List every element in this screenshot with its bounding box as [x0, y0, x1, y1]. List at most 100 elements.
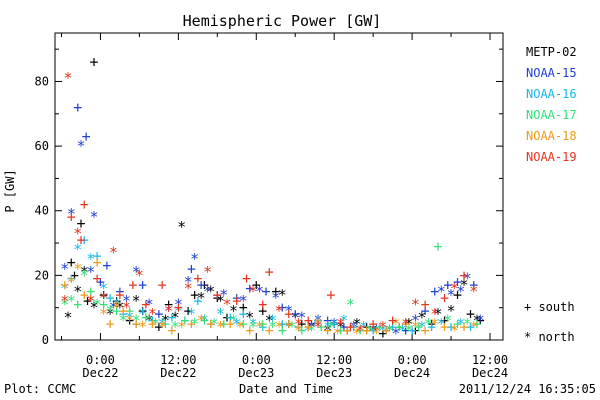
- data-point-south: +: [193, 270, 202, 288]
- data-point-north: *: [203, 263, 212, 281]
- data-point-north: *: [115, 299, 124, 317]
- series-noaa-18: +**+*+*+*+*+* + * + * + * + * + * + * + * + * + * + * + * + * + * +…: [60, 253, 478, 342]
- data-point-south: +: [421, 321, 430, 339]
- data-point-south: +: [278, 315, 287, 333]
- data-point-north: *: [265, 312, 274, 330]
- y-tick-label: 40: [35, 204, 49, 218]
- data-point-north: *: [63, 69, 72, 87]
- data-point-north: *: [125, 308, 134, 326]
- data-point-north: *: [450, 279, 459, 297]
- data-point-north: *: [271, 289, 280, 307]
- data-point-north: *: [372, 321, 381, 339]
- data-point-south: +: [440, 318, 449, 336]
- series-noaa-19: **+*++*+**+*+*+*+* +*+ *+* ++*++* +* + *+* + * + *…: [60, 69, 478, 339]
- data-point-south: +: [60, 276, 69, 294]
- data-point-north: *: [112, 299, 121, 317]
- x-tick-label-time: 0:00: [398, 353, 427, 367]
- data-point-south: +: [115, 286, 124, 304]
- data-point-north: *: [417, 318, 426, 336]
- data-point-north: *: [76, 137, 85, 155]
- data-point-south: +: [239, 299, 248, 317]
- data-point-south: +: [271, 283, 280, 301]
- data-point-south: +: [434, 237, 443, 255]
- x-tick-label-time: 0:00: [242, 353, 271, 367]
- data-point-south: +: [258, 318, 267, 336]
- data-point-north: *: [164, 302, 173, 320]
- data-point-south: +: [119, 305, 128, 323]
- data-point-south: +: [466, 318, 475, 336]
- data-point-south: +: [369, 321, 378, 339]
- data-point-south: +: [339, 318, 348, 336]
- data-point-south: +: [317, 318, 326, 336]
- data-point-north: *: [447, 286, 456, 304]
- y-axis-label: P [GW]: [3, 169, 17, 212]
- data-point-south: +: [278, 299, 287, 317]
- data-point-north: *: [385, 321, 394, 339]
- data-point-north: *: [294, 321, 303, 339]
- data-point-north: *: [336, 318, 345, 336]
- data-point-north: *: [437, 283, 446, 301]
- data-point-south: +: [67, 270, 76, 288]
- data-point-south: +: [323, 312, 332, 330]
- x-tick-label-date: Dec23: [316, 366, 352, 380]
- data-point-north: *: [171, 318, 180, 336]
- series-noaa-16: *+*+*+*+*+*+* + * +*+*+*+* +*+* + * +* + *+ *+ * + * +…: [60, 231, 475, 339]
- data-point-south: +: [388, 312, 397, 330]
- data-point-south: +: [427, 315, 436, 333]
- data-point-north: *: [138, 318, 147, 336]
- data-point-south: +: [343, 321, 352, 339]
- data-point-south: +: [119, 302, 128, 320]
- symbol-legend-north: * north: [524, 330, 575, 344]
- data-point-south: +: [395, 318, 404, 336]
- data-point-north: *: [460, 276, 469, 294]
- data-point-south: +: [265, 263, 274, 281]
- x-axis: 0:00Dec2212:00Dec220:00Dec2312:00Dec230:…: [60, 33, 508, 380]
- legend-item-noaa-15: NOAA-15: [526, 66, 577, 80]
- data-point-south: +: [187, 315, 196, 333]
- data-point-south: +: [125, 302, 134, 320]
- data-point-north: *: [73, 224, 82, 242]
- data-point-south: +: [99, 286, 108, 304]
- data-point-south: +: [73, 98, 82, 116]
- data-point-north: *: [391, 325, 400, 343]
- plot-timestamp: 2011/12/24 16:35:05: [459, 382, 596, 396]
- data-point-north: *: [86, 292, 95, 310]
- data-point-south: +: [408, 321, 417, 339]
- data-point-north: *: [401, 315, 410, 333]
- data-point-north: *: [86, 263, 95, 281]
- data-point-north: *: [67, 273, 76, 291]
- data-point-north: *: [463, 315, 472, 333]
- data-point-north: *: [323, 318, 332, 336]
- data-point-north: *: [190, 315, 199, 333]
- data-point-north: *: [385, 321, 394, 339]
- x-tick-label-time: 12:00: [160, 353, 196, 367]
- data-point-north: *: [60, 295, 69, 313]
- data-point-south: +: [265, 321, 274, 339]
- data-point-north: *: [190, 250, 199, 268]
- data-point-north: *: [463, 270, 472, 288]
- data-point-north: *: [216, 292, 225, 310]
- data-point-south: +: [460, 318, 469, 336]
- data-point-north: *: [297, 308, 306, 326]
- data-point-south: +: [67, 253, 76, 271]
- data-point-north: *: [229, 312, 238, 330]
- x-tick-label-time: 0:00: [86, 353, 115, 367]
- data-point-south: +: [349, 318, 358, 336]
- data-point-south: +: [226, 308, 235, 326]
- data-point-south: +: [190, 286, 199, 304]
- data-point-north: *: [60, 292, 69, 310]
- data-point-south: +: [460, 266, 469, 284]
- data-point-south: +: [112, 292, 121, 310]
- data-point-south: +: [223, 308, 232, 326]
- data-point-south: +: [96, 273, 105, 291]
- data-point-south: +: [206, 315, 215, 333]
- y-tick-label: 20: [35, 268, 49, 282]
- data-point-north: *: [112, 295, 121, 313]
- data-point-north: *: [291, 308, 300, 326]
- data-point-south: +: [76, 215, 85, 233]
- data-point-south: +: [307, 315, 316, 333]
- data-point-south: +: [213, 289, 222, 307]
- data-point-south: +: [200, 276, 209, 294]
- data-point-north: *: [369, 321, 378, 339]
- series-noaa-15: **+*+**++*+**+*+ * **+*+* +* +*+ *+ *+*+* +* +* +…: [60, 98, 485, 342]
